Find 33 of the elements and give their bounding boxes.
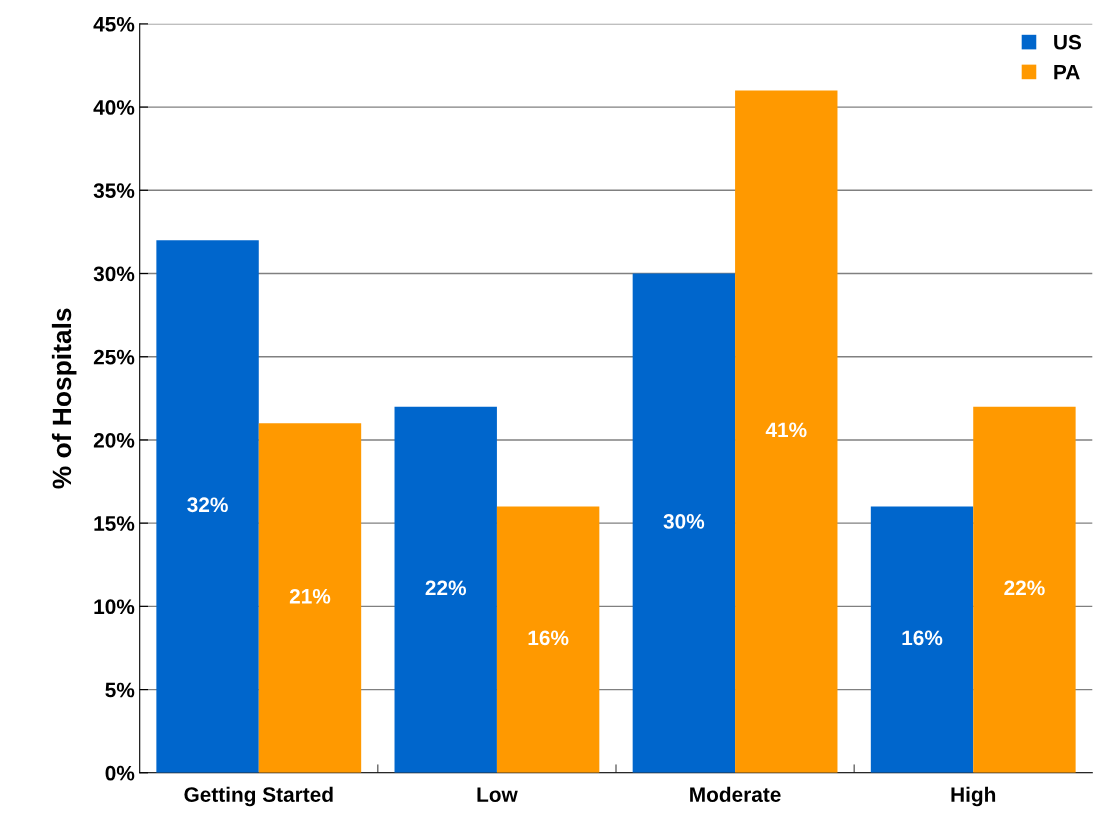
y-tick-label: 30%: [93, 266, 135, 282]
data-label: 21%: [289, 588, 331, 604]
bar: [632, 273, 736, 773]
data-label: 22%: [1004, 580, 1045, 596]
x-tick-label: Moderate: [690, 786, 781, 802]
y-tick-label: 5%: [105, 682, 135, 698]
bar: [735, 90, 838, 773]
legend-label: PA: [1054, 64, 1080, 80]
bar: [156, 240, 259, 773]
bar: [496, 506, 600, 773]
data-label: 16%: [902, 630, 943, 646]
data-label: 30%: [663, 513, 705, 529]
bar: [870, 506, 974, 773]
x-tick-label: High: [951, 786, 996, 807]
y-axis-title: % of Hospitals: [51, 308, 77, 489]
y-tick-label: 40%: [93, 100, 135, 115]
y-tick-label: 15%: [94, 516, 135, 531]
data-label: 16%: [528, 630, 569, 646]
x-tick-label: Getting Started: [184, 786, 333, 807]
data-label: 22%: [425, 580, 467, 596]
x-tick-label: Low: [477, 787, 518, 802]
y-tick-label: 10%: [94, 599, 135, 615]
y-tick-label: 35%: [93, 183, 135, 199]
data-label: 32%: [187, 497, 228, 513]
y-tick-label: 0%: [105, 765, 135, 781]
y-tick-label: 25%: [93, 349, 135, 365]
legend-label: US: [1054, 34, 1082, 50]
y-tick-label: 20%: [93, 432, 135, 448]
y-tick-label: 45%: [93, 16, 135, 32]
bar: [973, 406, 1076, 773]
data-label: 41%: [765, 422, 807, 438]
bar: [394, 406, 497, 773]
bar: [258, 423, 362, 773]
